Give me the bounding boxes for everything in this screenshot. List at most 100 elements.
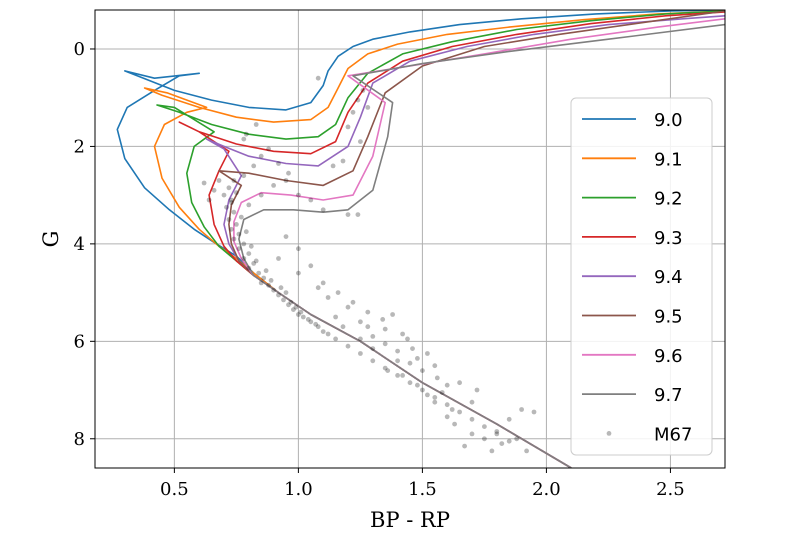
m67-point bbox=[432, 363, 437, 368]
m67-point bbox=[286, 171, 291, 176]
m67-point bbox=[435, 376, 440, 381]
m67-point bbox=[370, 334, 375, 339]
m67-point bbox=[507, 439, 512, 444]
m67-point bbox=[365, 324, 370, 329]
x-tick-label: 2.0 bbox=[532, 479, 561, 500]
y-tick-label: 2 bbox=[74, 136, 85, 157]
m67-point bbox=[457, 380, 462, 385]
m67-point bbox=[246, 251, 251, 256]
m67-point bbox=[301, 315, 306, 320]
m67-point bbox=[358, 337, 363, 342]
m67-point bbox=[306, 317, 311, 322]
m67-point bbox=[395, 349, 400, 354]
legend-label: M67 bbox=[654, 424, 692, 445]
legend-label: 9.4 bbox=[654, 267, 683, 288]
y-tick-label: 0 bbox=[74, 39, 85, 60]
m67-point bbox=[450, 407, 455, 412]
m67-point bbox=[415, 356, 420, 361]
m67-point bbox=[284, 234, 289, 239]
m67-point bbox=[420, 368, 425, 373]
m67-point bbox=[365, 310, 370, 315]
m67-point bbox=[308, 198, 313, 203]
m67-point bbox=[259, 154, 264, 159]
m67-point bbox=[346, 305, 351, 310]
m67-point bbox=[234, 190, 239, 195]
m67-point bbox=[462, 444, 467, 449]
m67-point bbox=[333, 315, 338, 320]
m67-point bbox=[408, 380, 413, 385]
x-tick-label: 1.5 bbox=[408, 479, 437, 500]
m67-point bbox=[232, 210, 237, 215]
m67-point bbox=[490, 449, 495, 454]
m67-point bbox=[284, 290, 289, 295]
m67-point bbox=[383, 327, 388, 332]
m67-point bbox=[470, 417, 475, 422]
m67-point bbox=[333, 337, 338, 342]
m67-point bbox=[346, 344, 351, 349]
legend: 9.0 9.1 9.2 9.3 9.4 9.5 9.6 9.7 M67 bbox=[571, 98, 712, 455]
m67-point bbox=[237, 246, 242, 251]
m67-point bbox=[331, 164, 336, 169]
m67-point bbox=[232, 237, 237, 242]
legend-label: 9.2 bbox=[654, 189, 683, 210]
m67-point bbox=[445, 383, 450, 388]
m67-point bbox=[217, 178, 222, 183]
m67-point bbox=[326, 295, 331, 300]
y-axis-label: G bbox=[39, 231, 63, 248]
m67-point bbox=[395, 373, 400, 378]
m67-point bbox=[432, 395, 437, 400]
m67-point bbox=[358, 351, 363, 356]
m67-point bbox=[234, 222, 239, 227]
m67-point bbox=[420, 388, 425, 393]
m67-point bbox=[232, 178, 237, 183]
m67-point bbox=[259, 193, 264, 198]
m67-point bbox=[284, 178, 289, 183]
m67-point bbox=[365, 105, 370, 110]
legend-label: 9.6 bbox=[654, 346, 683, 367]
m67-point bbox=[390, 312, 395, 317]
y-tick-label: 4 bbox=[74, 234, 85, 255]
m67-point bbox=[383, 341, 388, 346]
m67-point bbox=[341, 324, 346, 329]
m67-point bbox=[470, 432, 475, 437]
m67-point bbox=[254, 259, 259, 264]
m67-point bbox=[244, 229, 249, 234]
m67-point bbox=[482, 424, 487, 429]
m67-point bbox=[432, 400, 437, 405]
m67-point bbox=[279, 285, 284, 290]
m67-point bbox=[408, 361, 413, 366]
m67-point bbox=[400, 373, 405, 378]
m67-point bbox=[358, 319, 363, 324]
x-tick-label: 0.5 bbox=[160, 479, 189, 500]
legend-label: 9.5 bbox=[654, 307, 683, 328]
m67-point bbox=[212, 188, 217, 193]
legend-label: 9.1 bbox=[654, 149, 683, 170]
y-tick-label: 8 bbox=[74, 429, 85, 450]
m67-point bbox=[316, 76, 321, 81]
m67-point bbox=[356, 212, 361, 217]
m67-point bbox=[321, 329, 326, 334]
m67-point bbox=[524, 449, 529, 454]
m67-point bbox=[425, 393, 430, 398]
legend-label: 9.0 bbox=[654, 110, 683, 131]
x-tick-label: 1.0 bbox=[284, 479, 313, 500]
m67-point bbox=[425, 351, 430, 356]
m67-point bbox=[224, 205, 229, 210]
m67-point bbox=[346, 212, 351, 217]
m67-point bbox=[452, 422, 457, 427]
m67-point bbox=[313, 322, 318, 327]
m67-point bbox=[202, 181, 207, 186]
m67-point bbox=[395, 358, 400, 363]
m67-point bbox=[241, 242, 246, 247]
m67-point bbox=[400, 332, 405, 337]
m67-point bbox=[251, 164, 256, 169]
m67-point bbox=[358, 139, 363, 144]
chart-canvas: 0.5 1.0 1.5 2.0 2.502468 BP - RP G 9.09.19.2… bbox=[0, 0, 800, 533]
m67-point bbox=[264, 268, 269, 273]
m67-point bbox=[207, 198, 212, 203]
m67-point bbox=[276, 161, 281, 166]
m67-point bbox=[361, 88, 366, 93]
m67-point bbox=[241, 137, 246, 142]
m67-point bbox=[356, 98, 361, 103]
m67-point bbox=[415, 383, 420, 388]
